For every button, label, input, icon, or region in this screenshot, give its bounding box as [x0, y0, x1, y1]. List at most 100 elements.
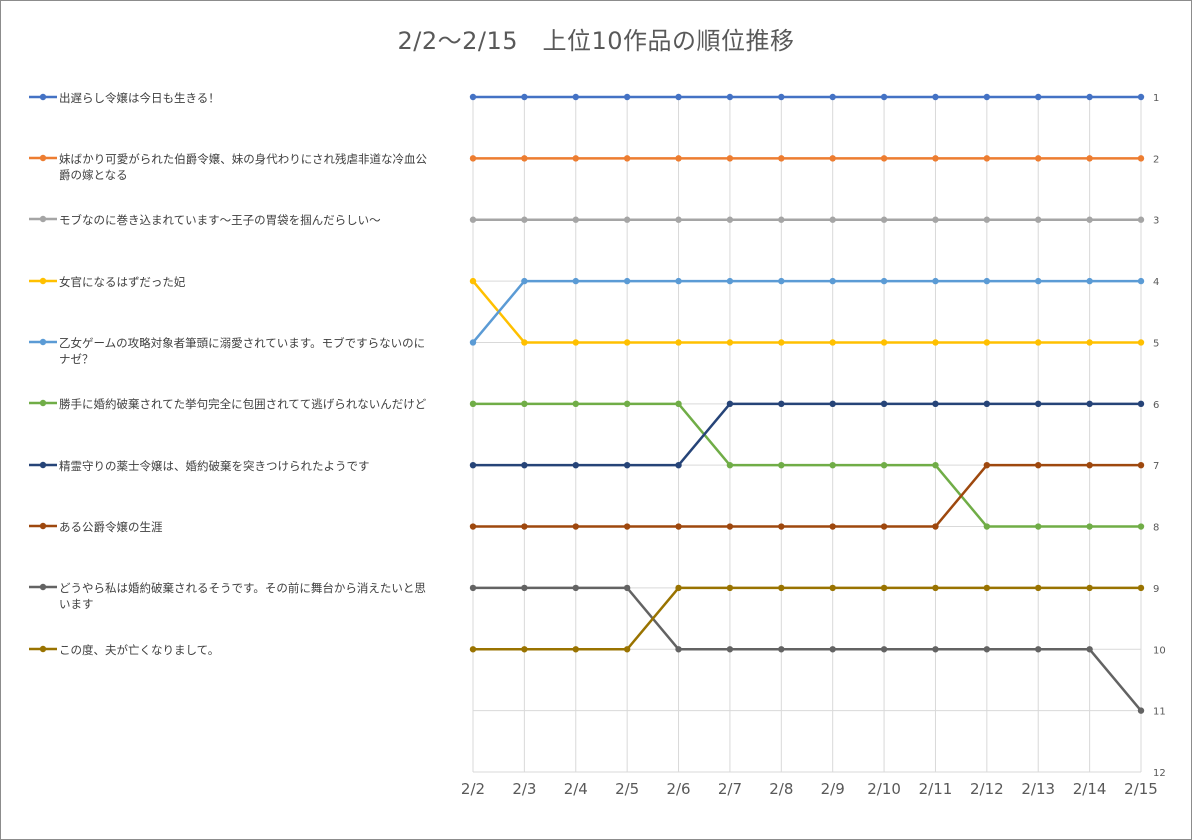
- legend-label: どうやら私は婚約破棄されるそうです。その前に舞台から消えたいと思います: [59, 581, 426, 611]
- data-point: [829, 277, 836, 285]
- data-point: [1137, 461, 1145, 469]
- data-point: [778, 216, 785, 223]
- x-tick-label: 2/9: [821, 780, 845, 798]
- data-point: [983, 155, 991, 162]
- legend-label: 女官になるはずだった妃: [59, 275, 186, 289]
- data-point: [572, 646, 579, 653]
- legend-label: ある公爵令嬢の生涯: [59, 520, 163, 534]
- data-point: [932, 93, 939, 101]
- legend-label: 勝手に婚約破棄されてた挙句完全に包囲されてて逃げられないんだけど: [59, 397, 427, 411]
- legend-swatch: [29, 215, 57, 223]
- data-point: [726, 216, 734, 223]
- data-point: [880, 216, 888, 223]
- data-point: [778, 277, 785, 285]
- data-point: [623, 216, 631, 223]
- data-point: [778, 461, 785, 469]
- series-line: [472, 279, 1141, 344]
- data-point: [880, 155, 888, 162]
- data-point: [1086, 339, 1093, 346]
- data-point: [726, 523, 734, 530]
- y-tick-label: 4: [1153, 277, 1159, 288]
- data-point: [1035, 277, 1042, 285]
- series-7: [469, 400, 1145, 469]
- data-point: [469, 400, 477, 408]
- series-9: [469, 584, 1145, 714]
- data-point: [983, 339, 991, 346]
- data-point: [778, 155, 785, 162]
- data-point: [1137, 584, 1145, 592]
- x-tick-label: 2/14: [1073, 780, 1107, 798]
- data-point: [1137, 155, 1145, 162]
- data-point: [675, 646, 682, 653]
- series-line: [472, 280, 1141, 344]
- data-point: [1086, 400, 1093, 408]
- legend-label: モブなのに巻き込まれています～王子の胃袋を掴んだらしい～: [59, 213, 381, 227]
- data-point: [1086, 461, 1093, 469]
- data-point: [572, 461, 579, 469]
- legend-label: 出遅らし令嬢は今日も生きる！: [59, 91, 220, 105]
- series-line: [473, 586, 1141, 651]
- data-point: [572, 155, 579, 162]
- y-tick-label: 5: [1153, 338, 1159, 349]
- data-point: [778, 339, 785, 346]
- legend-item: 乙女ゲームの攻略対象者筆頭に溺愛されています。モブですらないのにナゼ？: [29, 335, 429, 367]
- data-point: [1035, 400, 1042, 408]
- data-point: [1137, 216, 1145, 223]
- series-4: [469, 277, 1145, 346]
- data-point: [778, 93, 785, 101]
- x-tick-label: 2/8: [769, 780, 793, 798]
- legend-item: 勝手に婚約破棄されてた挙句完全に包囲されてて逃げられないんだけど: [29, 396, 429, 412]
- series-3: [469, 216, 1145, 223]
- legend-swatch: [29, 338, 57, 346]
- data-point: [675, 523, 682, 530]
- data-point: [623, 461, 631, 469]
- data-point: [623, 646, 631, 653]
- data-point: [829, 461, 836, 469]
- data-point: [675, 277, 682, 285]
- data-point: [983, 93, 991, 101]
- data-point: [1086, 523, 1093, 530]
- x-tick-label: 2/3: [512, 780, 536, 798]
- data-point: [1086, 646, 1093, 653]
- x-tick-label: 2/6: [666, 780, 690, 798]
- legend-item: 精霊守りの薬士令嬢は、婚約破棄を突きつけられたようです: [29, 458, 429, 474]
- y-tick-label: 2: [1153, 154, 1159, 165]
- data-point: [932, 400, 939, 408]
- data-point: [1086, 93, 1093, 101]
- y-tick-label: 8: [1153, 523, 1159, 534]
- data-point: [829, 339, 836, 346]
- y-tick-label: 3: [1153, 216, 1159, 227]
- y-tick-label: 9: [1153, 584, 1159, 595]
- data-point: [1035, 155, 1042, 162]
- data-point: [829, 155, 836, 162]
- x-tick-label: 2/4: [564, 780, 588, 798]
- data-point: [623, 584, 631, 592]
- legend-swatch: [29, 154, 57, 162]
- data-point: [1137, 277, 1145, 285]
- series-5: [469, 277, 1145, 346]
- legend-swatch: [29, 461, 57, 469]
- data-point: [469, 523, 477, 530]
- data-point: [726, 646, 734, 653]
- data-point: [1137, 523, 1145, 530]
- x-tick-label: 2/12: [970, 780, 1004, 798]
- data-point: [572, 400, 579, 408]
- series-8: [469, 461, 1145, 530]
- data-point: [675, 584, 682, 592]
- data-point: [675, 339, 682, 346]
- data-point: [829, 646, 836, 653]
- legend-swatch: [29, 93, 57, 101]
- legend-label: 精霊守りの薬士令嬢は、婚約破棄を突きつけられたようです: [59, 459, 370, 473]
- data-point: [829, 584, 836, 592]
- series-line: [473, 402, 1141, 467]
- data-point: [983, 584, 991, 592]
- data-point: [572, 216, 579, 223]
- data-point: [469, 216, 477, 223]
- data-point: [521, 646, 528, 653]
- data-point: [1137, 93, 1145, 101]
- data-point: [778, 400, 785, 408]
- data-point: [521, 584, 528, 592]
- data-point: [983, 216, 991, 223]
- data-point: [1137, 400, 1145, 408]
- data-point: [1137, 339, 1145, 346]
